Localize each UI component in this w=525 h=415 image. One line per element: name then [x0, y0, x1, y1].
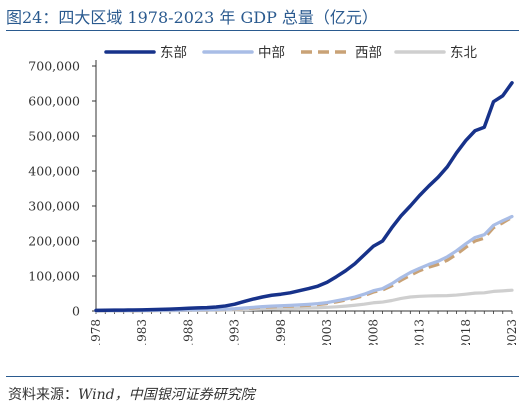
source-note: 资料来源：Wind，中国银河证券研究院: [8, 384, 255, 404]
x-tick-label: 1978: [89, 319, 103, 345]
y-tick-label: 0: [72, 304, 80, 319]
legend-label-中部: 中部: [258, 45, 285, 61]
legend-label-西部: 西部: [355, 45, 382, 61]
source-label: 资料来源：: [8, 387, 78, 403]
legend-label-东部: 东部: [160, 45, 187, 61]
x-tick-label: 2013: [413, 319, 427, 345]
gdp-line-chart: 0 100,000 200,000 300,000 400,000 500,000 600,…: [28, 45, 519, 345]
y-tick-label: 600,000: [28, 94, 80, 109]
title-divider: [6, 30, 519, 31]
x-tick-label: 1998: [274, 319, 288, 345]
x-tick-label: 1983: [135, 319, 149, 345]
y-tick-label: 500,000: [28, 129, 80, 144]
x-tick-label: 2023: [505, 319, 519, 345]
source-divider: [6, 376, 519, 377]
y-tick-label: 400,000: [28, 164, 80, 179]
legend-label-东北: 东北: [450, 45, 477, 61]
source-text: Wind，中国银河证券研究院: [78, 387, 255, 403]
chart-title: 图24：四大区域 1978-2023 年 GDP 总量（亿元）: [6, 8, 378, 27]
x-tick-label: 2008: [366, 319, 380, 345]
y-tick-label: 700,000: [28, 59, 80, 74]
series-line-东部: [94, 81, 514, 313]
y-tick-label: 100,000: [28, 269, 80, 284]
x-tick-label: 1988: [181, 319, 195, 345]
y-tick-label: 300,000: [28, 199, 80, 214]
x-tick-label: 2018: [459, 319, 473, 345]
x-tick-label: 2003: [320, 319, 334, 345]
x-tick-label: 1993: [228, 319, 242, 345]
y-tick-label: 200,000: [28, 234, 80, 249]
